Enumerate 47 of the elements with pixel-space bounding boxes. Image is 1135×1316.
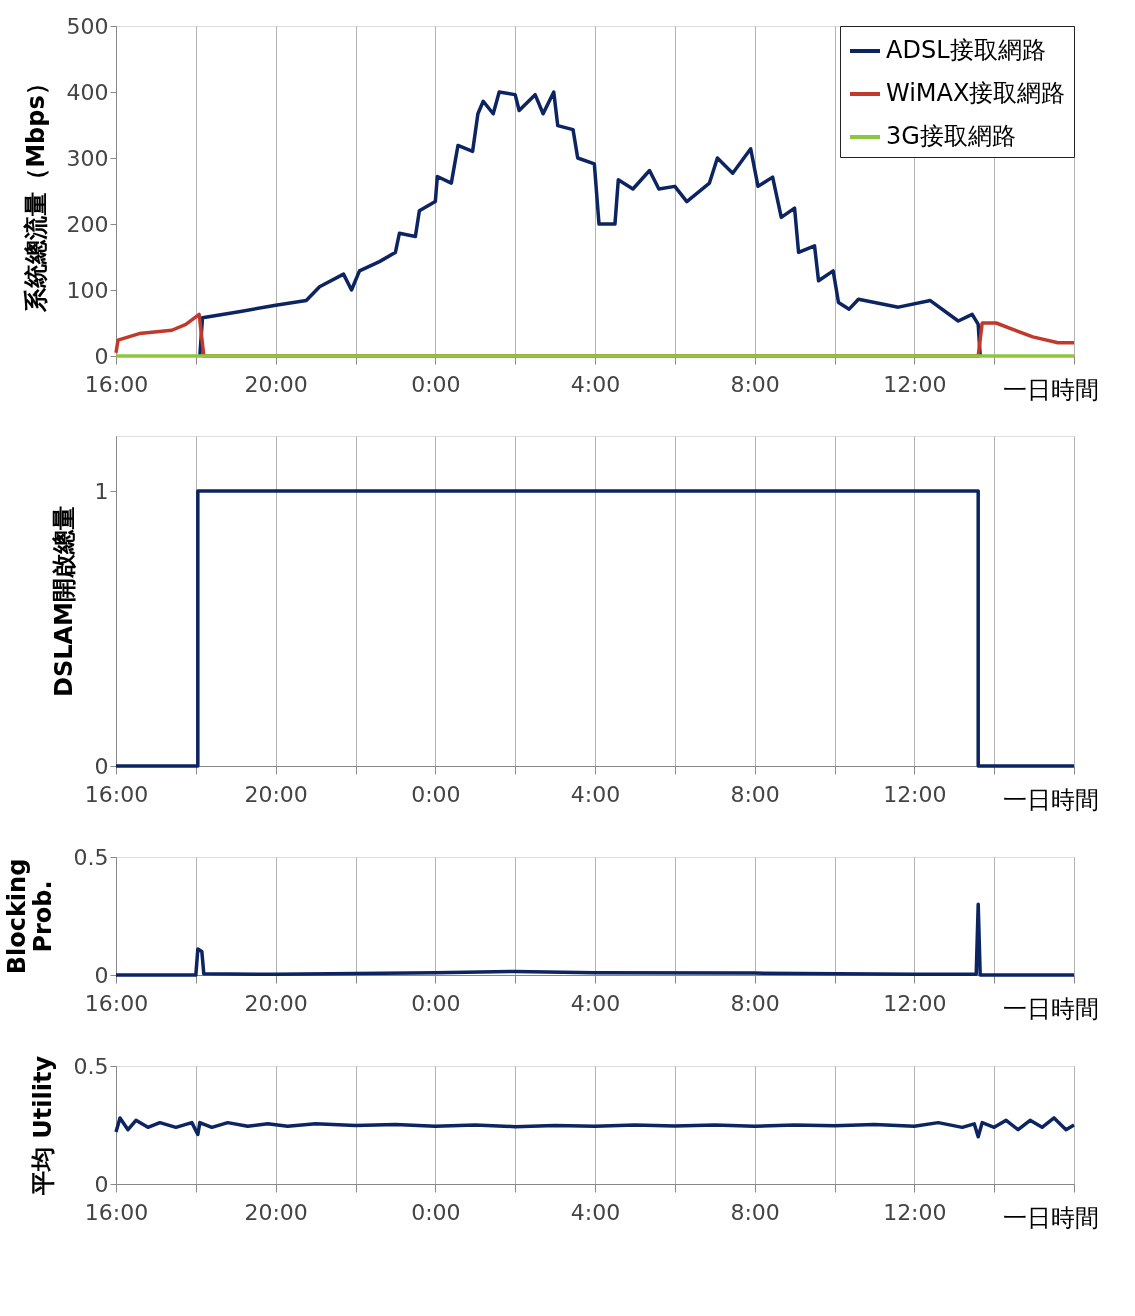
- x-tick-label: 12:00: [883, 371, 947, 397]
- x-axis-title: 一日時間: [1002, 994, 1099, 1023]
- x-tick-label: 12:00: [883, 1199, 947, 1225]
- x-axis-title: 一日時間: [1002, 375, 1099, 404]
- y-tick-label: 1: [94, 478, 109, 504]
- legend-label: WiMAX接取網路: [886, 79, 1066, 107]
- y-tick-label: 0: [94, 343, 109, 369]
- x-tick-label: 8:00: [730, 371, 780, 397]
- x-tick-label: 8:00: [730, 781, 780, 807]
- x-tick-label: 4:00: [570, 1199, 621, 1225]
- x-tick-label: 16:00: [84, 990, 149, 1016]
- x-tick-label: 16:00: [84, 781, 149, 807]
- y-tick-label: 300: [66, 145, 109, 171]
- x-tick-label: 0:00: [411, 1199, 461, 1225]
- x-tick-label: 20:00: [244, 371, 308, 397]
- x-tick-label: 8:00: [730, 990, 780, 1016]
- x-tick-label: 20:00: [244, 781, 308, 807]
- x-tick-label: 16:00: [84, 1199, 149, 1225]
- y-axis-title: Blocking Prob.: [2, 858, 57, 975]
- legend-label: 3G接取網路: [886, 122, 1016, 150]
- legend-label: ADSL接取網路: [886, 36, 1046, 64]
- y-tick-label: 0: [94, 753, 109, 779]
- x-tick-label: 0:00: [411, 990, 461, 1016]
- y-tick-label: 200: [66, 211, 109, 237]
- x-tick-label: 0:00: [411, 371, 461, 397]
- x-tick-label: 12:00: [883, 781, 947, 807]
- x-tick-label: 4:00: [570, 781, 621, 807]
- x-tick-label: 4:00: [570, 371, 621, 397]
- y-tick-label: 0.5: [73, 1053, 109, 1079]
- y-tick-label: 100: [66, 277, 109, 303]
- x-tick-label: 12:00: [883, 990, 947, 1016]
- x-tick-label: 16:00: [84, 371, 149, 397]
- y-tick-label: 0.5: [73, 844, 109, 870]
- x-tick-label: 20:00: [244, 1199, 308, 1225]
- x-tick-label: 0:00: [411, 781, 461, 807]
- x-tick-label: 4:00: [570, 990, 621, 1016]
- y-tick-label: 400: [66, 79, 109, 105]
- y-tick-label: 0: [94, 1171, 109, 1197]
- x-axis-title: 一日時間: [1002, 1203, 1099, 1232]
- x-tick-label: 20:00: [244, 990, 308, 1016]
- y-axis-title: 平均 Utility: [28, 1055, 57, 1197]
- y-tick-label: 0: [94, 962, 109, 988]
- y-tick-label: 500: [66, 13, 109, 39]
- y-axis-title: 系統總流量（Mbps）: [21, 71, 50, 313]
- x-tick-label: 8:00: [730, 1199, 780, 1225]
- y-axis-title: DSLAM開啟總量: [49, 506, 78, 697]
- x-axis-title: 一日時間: [1002, 785, 1099, 814]
